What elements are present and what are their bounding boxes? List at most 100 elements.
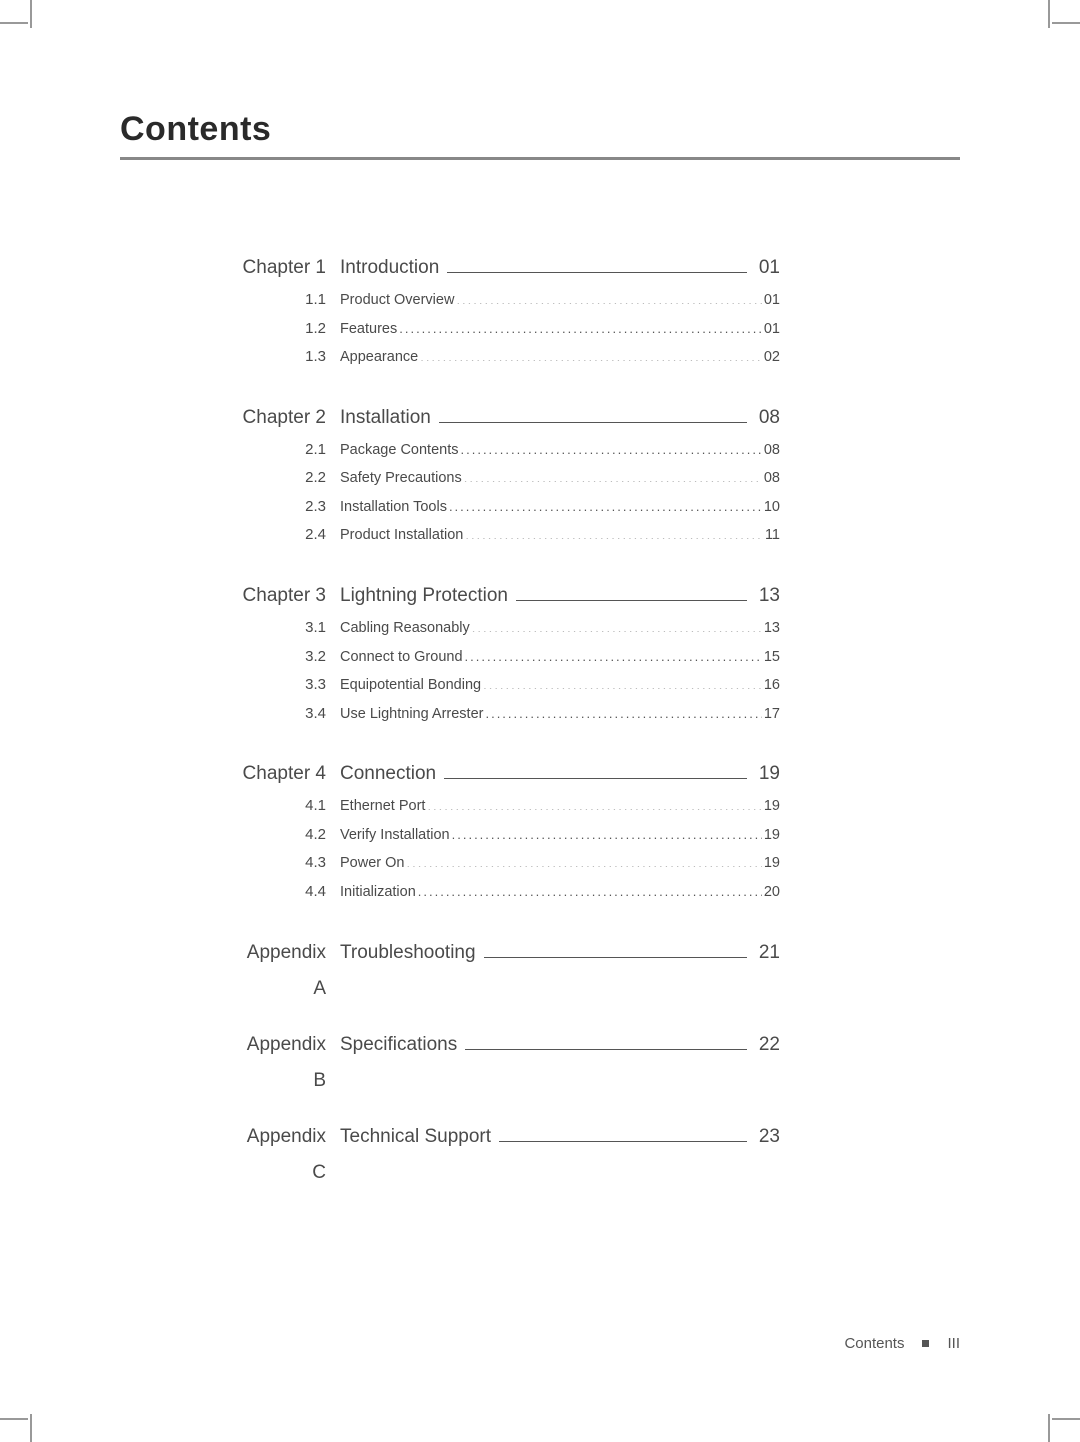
toc-sub-name: Initialization [340, 879, 416, 907]
toc-dot-leader [464, 467, 762, 483]
toc-chapter-label: Chapter 4 [240, 756, 340, 792]
crop-mark [0, 1418, 28, 1420]
toc-chapter-heading: Chapter 1Introduction 01 [240, 250, 780, 286]
toc-chapter-page: 01 [759, 250, 780, 286]
toc-leader [447, 272, 747, 273]
toc-dot-leader [472, 617, 762, 633]
toc-sub-num: 4.4 [240, 878, 340, 907]
toc-appendix-page: 23 [759, 1119, 780, 1155]
toc-chapter-name: Installation [340, 400, 431, 436]
footer-square-icon [922, 1340, 929, 1347]
toc-sub-name: Product Overview [340, 287, 454, 315]
toc-dot-leader [452, 823, 762, 839]
toc-sub-page: 19 [764, 793, 780, 821]
page-title: Contents [120, 110, 960, 160]
toc-sub-page: 17 [764, 701, 780, 729]
toc-sub-name: Power On [340, 850, 404, 878]
toc-sub-page: 08 [764, 465, 780, 493]
toc-subsection: 4.2Verify Installation 19 [240, 821, 780, 850]
toc-chapter-label: Chapter 1 [240, 250, 340, 286]
toc-chapter-page: 08 [759, 400, 780, 436]
toc-leader [444, 778, 747, 779]
toc-subsection: 4.3Power On 19 [240, 849, 780, 878]
crop-mark [1048, 0, 1050, 28]
toc-sub-name: Verify Installation [340, 822, 450, 850]
toc-chapter: Chapter 4Connection194.1Ethernet Port194… [240, 756, 780, 906]
toc-sub-page: 13 [764, 615, 780, 643]
toc-subsection: 3.1Cabling Reasonably 13 [240, 614, 780, 643]
toc-subsection: 2.1Package Contents 08 [240, 436, 780, 465]
page: Contents Chapter 1Introduction011.1Produ… [40, 40, 1040, 1402]
toc-sub-name: Connect to Ground [340, 644, 463, 672]
toc-sub-num: 4.3 [240, 849, 340, 878]
toc-sub-page: 10 [764, 494, 780, 522]
toc-subsection: 2.2Safety Precautions08 [240, 464, 780, 493]
toc-sub-num: 2.4 [240, 521, 340, 550]
toc-appendix: Appendix BSpecifications22 [240, 1027, 780, 1099]
toc-appendix-name: Troubleshooting [340, 935, 476, 971]
toc-sub-name: Cabling Reasonably [340, 615, 470, 643]
toc-subsection: 1.2Features 01 [240, 315, 780, 344]
toc-dot-leader [456, 289, 761, 305]
toc-sub-page: 19 [764, 850, 780, 878]
toc-subsection: 3.2Connect to Ground 15 [240, 643, 780, 672]
toc-appendix-label: Appendix B [240, 1027, 340, 1099]
toc-subsection: 2.4Product Installation 11 [240, 521, 780, 550]
toc-sub-page: 08 [764, 437, 780, 465]
toc-sub-name: Product Installation [340, 522, 463, 550]
toc-sub-num: 1.2 [240, 315, 340, 344]
toc-sub-name: Features [340, 316, 397, 344]
toc-sub-page: 01 [764, 287, 780, 315]
toc-appendix-page: 21 [759, 935, 780, 971]
toc-sub-num: 4.1 [240, 792, 340, 821]
toc-subsection: 4.1Ethernet Port 19 [240, 792, 780, 821]
toc-chapter-name: Introduction [340, 250, 439, 286]
toc-appendix-label: Appendix C [240, 1119, 340, 1191]
toc-appendix-name: Specifications [340, 1027, 457, 1063]
toc-subsection: 4.4Initialization20 [240, 878, 780, 907]
toc-dot-leader [420, 346, 762, 362]
toc-sub-num: 3.1 [240, 614, 340, 643]
toc-sub-name: Installation Tools [340, 494, 447, 522]
toc-subsection: 1.3Appearance02 [240, 343, 780, 372]
toc-chapter-name: Connection [340, 756, 436, 792]
toc-chapter-label: Chapter 2 [240, 400, 340, 436]
toc-chapter-label: Chapter 3 [240, 578, 340, 614]
toc-sub-name: Ethernet Port [340, 793, 425, 821]
toc-subsection: 3.4Use Lightning Arrester17 [240, 700, 780, 729]
toc-subsection: 3.3Equipotential Bonding16 [240, 671, 780, 700]
table-of-contents: Chapter 1Introduction011.1Product Overvi… [240, 250, 780, 1191]
page-footer: Contents III [844, 1335, 960, 1352]
toc-sub-num: 4.2 [240, 821, 340, 850]
toc-sub-page: 11 [765, 522, 780, 550]
toc-dot-leader [465, 645, 762, 661]
toc-sub-page: 16 [764, 672, 780, 700]
toc-subsection: 1.1Product Overview01 [240, 286, 780, 315]
toc-sub-name: Safety Precautions [340, 465, 462, 493]
toc-appendix-label: Appendix A [240, 935, 340, 1007]
toc-sub-num: 2.1 [240, 436, 340, 465]
toc-dot-leader [418, 880, 762, 896]
toc-sub-page: 01 [764, 316, 780, 344]
toc-chapter-name: Lightning Protection [340, 578, 508, 614]
footer-page-roman: III [947, 1335, 960, 1352]
toc-sub-name: Use Lightning Arrester [340, 701, 483, 729]
crop-mark [1052, 22, 1080, 24]
toc-chapter-page: 19 [759, 756, 780, 792]
toc-sub-num: 1.3 [240, 343, 340, 372]
toc-chapter-heading: Chapter 3Lightning Protection 13 [240, 578, 780, 614]
toc-dot-leader [427, 795, 761, 811]
toc-dot-leader [483, 674, 762, 690]
toc-dot-leader [449, 495, 762, 511]
toc-dot-leader [465, 524, 763, 540]
toc-sub-name: Package Contents [340, 437, 459, 465]
toc-sub-page: 19 [764, 822, 780, 850]
toc-dot-leader [485, 702, 761, 718]
toc-chapter-heading: Chapter 2Installation 08 [240, 400, 780, 436]
toc-sub-num: 3.2 [240, 643, 340, 672]
toc-sub-page: 15 [764, 644, 780, 672]
toc-sub-num: 2.3 [240, 493, 340, 522]
toc-sub-name: Equipotential Bonding [340, 672, 481, 700]
toc-appendix: Appendix ATroubleshooting 21 [240, 935, 780, 1007]
toc-chapter-page: 13 [759, 578, 780, 614]
